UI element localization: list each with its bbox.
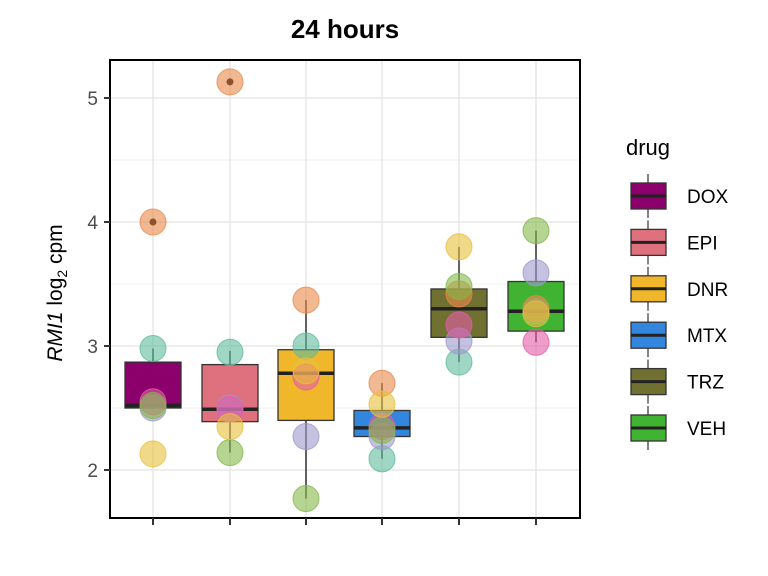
legend: drug DOX EPI DNR MTX TRZ VEH (626, 135, 729, 450)
y-tick-label: 3 (87, 337, 98, 358)
data-point (292, 423, 320, 451)
y-axis-label-log: log (44, 278, 67, 312)
legend-item-dox: DOX (630, 174, 729, 218)
y-axis-label-unit: cpm (44, 224, 67, 270)
legend-label: DOX (687, 187, 729, 208)
data-point (522, 328, 550, 356)
data-point (445, 272, 473, 300)
y-tick-label: 5 (87, 89, 98, 110)
y-axis-label-gene: RMI1 (44, 311, 67, 361)
data-point (522, 217, 550, 245)
data-point (368, 416, 396, 444)
y-tick-label: 4 (87, 213, 98, 234)
y-axis-label: RMI1 log2 cpm (44, 224, 70, 361)
legend-title: drug (626, 135, 670, 160)
data-point (368, 390, 396, 418)
legend-label: MTX (687, 326, 727, 347)
data-point (139, 334, 167, 362)
legend-item-dnr: DNR (630, 266, 728, 311)
data-point (292, 286, 320, 314)
legend-item-trz: TRZ (630, 359, 724, 404)
y-axis: 2 3 4 5 (87, 89, 110, 482)
points-layer (139, 68, 550, 513)
plot-panel (109, 59, 581, 519)
legend-item-epi: EPI (630, 220, 718, 265)
data-point (292, 332, 320, 360)
legend-items: DOX EPI DNR MTX TRZ VEH (630, 174, 729, 450)
panel-border (109, 59, 581, 519)
chart-title: 24 hours (291, 14, 399, 44)
legend-label: EPI (687, 233, 718, 254)
data-point (216, 68, 244, 96)
data-point (216, 338, 244, 366)
data-point (216, 413, 244, 441)
data-point (292, 485, 320, 513)
box-epi (201, 78, 259, 453)
data-point (139, 392, 167, 420)
data-point (139, 208, 167, 236)
panel-background (110, 60, 580, 518)
x-axis (152, 518, 537, 525)
data-point (522, 300, 550, 328)
y-axis-label-subscript: 2 (54, 270, 70, 278)
data-point (216, 439, 244, 467)
data-point (445, 233, 473, 261)
legend-label: DNR (687, 280, 728, 301)
legend-item-mtx: MTX (630, 313, 727, 358)
legend-label: TRZ (687, 373, 724, 394)
data-point (445, 311, 473, 339)
legend-item-veh: VEH (630, 406, 726, 450)
legend-label: VEH (687, 419, 726, 440)
data-point (522, 259, 550, 287)
data-point (139, 440, 167, 468)
data-point (292, 357, 320, 385)
y-tick-label: 2 (87, 461, 98, 482)
